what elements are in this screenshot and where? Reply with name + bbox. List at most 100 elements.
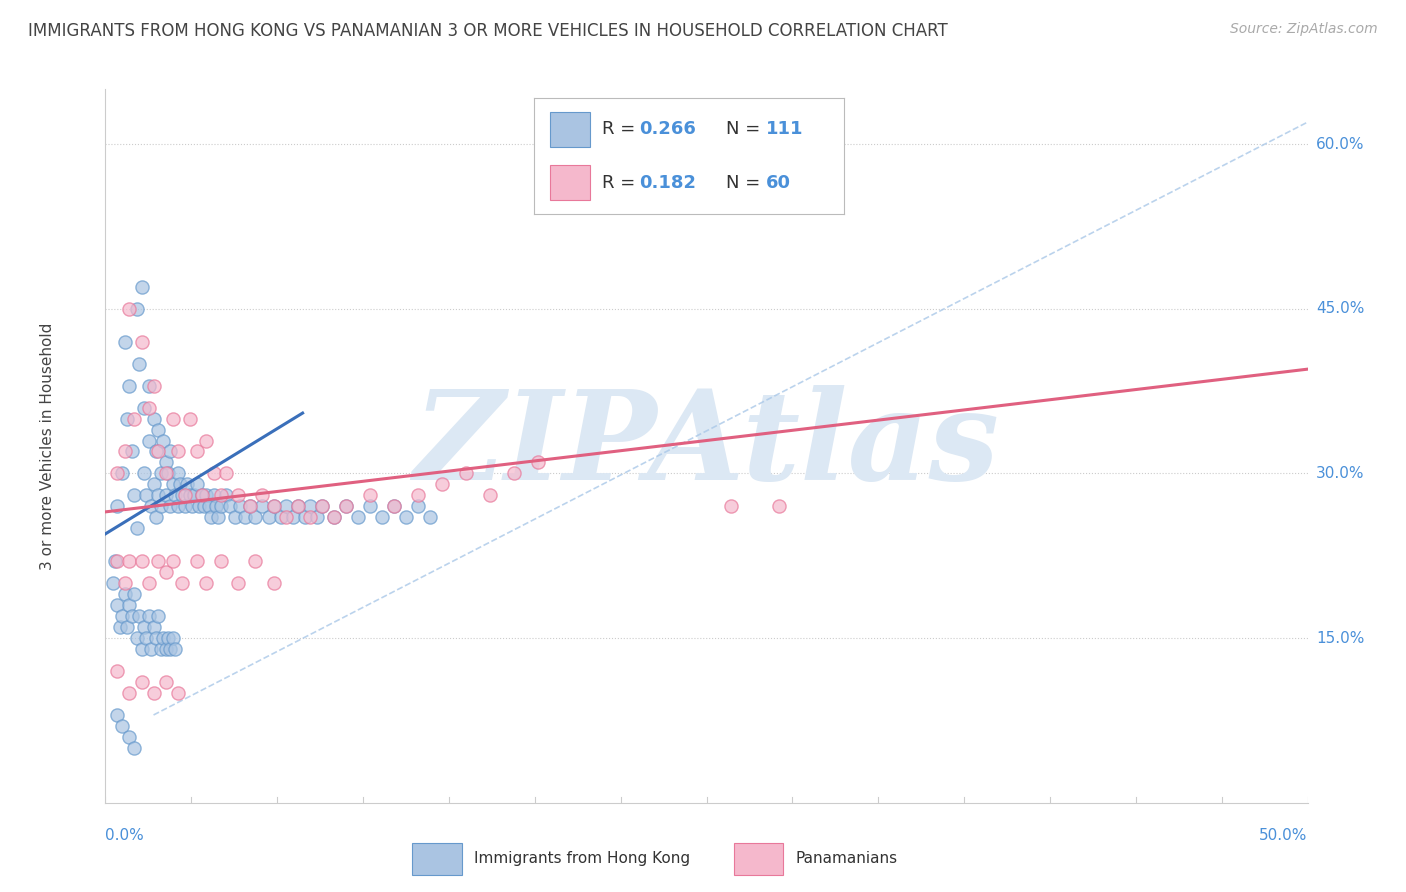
Point [135,631,157,645]
Point [118,598,141,612]
Point [172,488,194,502]
Point [118,730,141,744]
Point [125,631,148,645]
Point [145,444,167,458]
Point [298,500,321,514]
Point [214,488,236,502]
Point [148,609,170,624]
Point [132,401,155,415]
Point [155,642,177,657]
Point [118,554,141,568]
Point [274,500,297,514]
Point [270,510,292,524]
Point [128,609,150,624]
Point [114,444,136,458]
Point [155,488,177,502]
Point [226,576,249,591]
Point [169,477,191,491]
Point [243,510,266,524]
Text: 50.0%: 50.0% [1260,828,1308,843]
Point [190,488,212,502]
Point [186,554,208,568]
Point [172,576,194,591]
Point [287,500,309,514]
Point [382,500,405,514]
Point [322,510,344,524]
Point [193,500,215,514]
Point [263,576,285,591]
Point [430,477,453,491]
Point [209,488,232,502]
Point [162,411,184,425]
Point [263,500,285,514]
Point [124,587,146,601]
Text: R =: R = [602,174,641,192]
Point [179,411,201,425]
Point [233,510,256,524]
Point [149,500,172,514]
Point [335,500,357,514]
Point [138,576,160,591]
Point [124,740,146,755]
Point [108,620,131,634]
Point [107,708,129,723]
Point [148,423,170,437]
Text: Source: ZipAtlas.com: Source: ZipAtlas.com [1230,22,1378,37]
Point [114,576,136,591]
Point [243,554,266,568]
Point [118,301,141,316]
Point [138,401,160,415]
Text: 60.0%: 60.0% [1316,136,1364,152]
Point [159,500,181,514]
Point [209,500,232,514]
Point [131,554,153,568]
Point [202,488,225,502]
Point [142,378,165,392]
Point [263,500,285,514]
Point [165,488,187,502]
Point [118,686,141,700]
Point [142,477,165,491]
Point [382,500,405,514]
Point [250,488,273,502]
Text: 45.0%: 45.0% [1316,301,1364,317]
Point [107,664,129,678]
Point [768,500,790,514]
Point [107,598,129,612]
Point [219,500,242,514]
Point [176,477,198,491]
Point [479,488,502,502]
Text: N =: N = [725,174,766,192]
Point [239,500,262,514]
Point [148,488,170,502]
Bar [412,843,461,875]
Point [115,620,138,634]
Text: 0.0%: 0.0% [105,828,145,843]
Point [135,488,157,502]
Point [156,631,179,645]
Bar [734,843,783,875]
Point [149,642,172,657]
Point [179,488,201,502]
Point [195,434,218,448]
Point [274,510,297,524]
Point [166,500,188,514]
Point [142,686,165,700]
Point [114,334,136,349]
Point [131,675,153,690]
Point [138,434,160,448]
Point [166,686,188,700]
Point [159,444,181,458]
Point [359,500,381,514]
Point [183,488,205,502]
Point [115,411,138,425]
Point [104,554,127,568]
Point [165,642,187,657]
Point [111,609,134,624]
Point [128,357,150,371]
Point [162,477,184,491]
Point [195,576,218,591]
Point [138,378,160,392]
Point [139,500,162,514]
Point [111,719,134,733]
